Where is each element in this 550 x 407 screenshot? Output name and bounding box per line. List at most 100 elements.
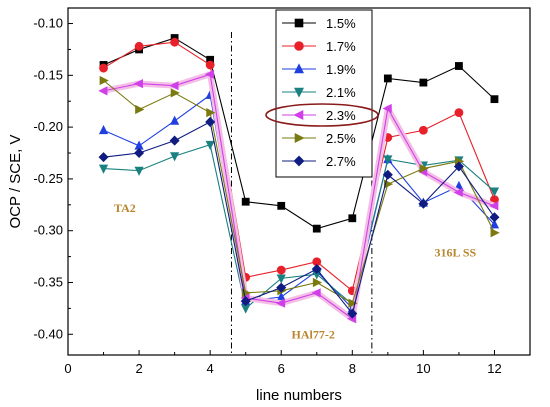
data-point (453, 161, 464, 172)
y-tick-label: -0.40 (33, 326, 63, 341)
data-point (98, 86, 108, 96)
data-point (134, 41, 144, 51)
series-line (103, 121, 495, 315)
region-label: TA2 (114, 201, 136, 215)
legend: 1.5% 1.7% 1.9% 2.1% 2.3% 2.5% 2.7% (265, 9, 379, 178)
data-point (169, 135, 180, 146)
data-point (382, 169, 393, 180)
data-point (418, 198, 429, 209)
x-tick-label: 12 (487, 361, 501, 376)
x-tick-label: 0 (64, 361, 71, 376)
data-point (275, 298, 286, 308)
data-point (170, 37, 180, 47)
region-annotations: TA2 HAl77-2 316L SS (114, 201, 477, 341)
data-point (453, 187, 463, 197)
legend-marker (294, 63, 304, 74)
highlight-ellipse (265, 103, 379, 127)
data-point (455, 62, 463, 70)
data-point (241, 197, 250, 206)
data-point (418, 125, 428, 135)
region-label: HAl77-2 (292, 327, 335, 341)
data-point (133, 79, 143, 89)
data-point (419, 163, 429, 174)
data-point (348, 214, 357, 223)
data-point (311, 288, 321, 298)
legend-marker (294, 18, 304, 28)
series-line (103, 41, 495, 292)
y-axis-title: OCP / SCE, V (7, 135, 24, 229)
x-tick-label: 4 (207, 361, 214, 376)
data-point (347, 308, 358, 319)
data-point (204, 69, 215, 79)
legend-marker (294, 87, 304, 98)
y-tick-label: -0.25 (33, 171, 63, 186)
y-tick-label: -0.15 (33, 67, 63, 82)
data-point (240, 296, 251, 307)
data-point (312, 277, 323, 288)
data-point (205, 140, 215, 150)
data-point (312, 224, 321, 233)
data-point (134, 166, 144, 176)
data-point (170, 115, 180, 125)
legend-item: 1.5% (282, 16, 356, 31)
series-line (103, 144, 495, 310)
data-point (276, 265, 286, 275)
data-point (276, 282, 287, 293)
legend-label: 2.3% (326, 108, 356, 123)
data-point (454, 108, 464, 118)
data-point (99, 63, 108, 73)
data-point (383, 74, 392, 83)
x-tick-label: 2 (135, 361, 142, 376)
x-tick-label: 6 (278, 361, 285, 376)
series-1.7% (99, 37, 499, 296)
data-point (206, 108, 216, 118)
data-point (311, 264, 322, 275)
data-point (383, 155, 393, 165)
data-point (382, 103, 392, 114)
series-line (103, 37, 495, 230)
region-label: 316L SS (435, 246, 477, 260)
data-point (170, 88, 180, 98)
data-point (98, 164, 109, 174)
legend-marker (294, 133, 305, 143)
data-point (170, 152, 180, 162)
series-line (103, 80, 495, 305)
series-line (103, 73, 495, 320)
data-point (489, 201, 499, 211)
data-point (135, 104, 145, 115)
data-point (99, 75, 109, 86)
data-point (419, 78, 428, 87)
data-point (277, 201, 286, 210)
data-point (348, 298, 358, 308)
data-point (98, 124, 109, 135)
series-layer (98, 34, 500, 324)
legend-item: 2.7% (282, 154, 356, 169)
data-point (276, 274, 286, 284)
axis-ticks: 0 2 4 6 8 10 12 -0.10 -0.15 -0.20 -0.25 -0.30 -0.35 -… (33, 16, 531, 376)
legend-label: 1.7% (326, 39, 356, 54)
legend-item: 2.3% (265, 103, 379, 127)
legend-item: 1.9% (282, 62, 356, 77)
y-tick-label: -0.30 (33, 223, 63, 238)
legend-marker (293, 110, 304, 120)
data-point (490, 95, 499, 104)
data-point (489, 212, 500, 223)
y-tick-label: -0.35 (33, 274, 63, 289)
series-line (103, 94, 495, 310)
legend-label: 2.1% (326, 85, 356, 100)
legend-item: 1.7% (282, 39, 356, 54)
y-tick-label: -0.20 (33, 119, 63, 134)
data-point (490, 228, 500, 238)
x-tick-label: 10 (416, 361, 430, 376)
series-2.7% (98, 116, 500, 319)
legend-label: 1.9% (326, 62, 356, 77)
data-point (98, 152, 109, 163)
data-point (134, 147, 145, 159)
legend-label: 2.5% (326, 131, 356, 146)
legend-item: 2.5% (282, 131, 356, 146)
data-point (205, 116, 216, 127)
data-point (205, 60, 215, 70)
legend-item: 2.1% (282, 85, 356, 100)
data-point (489, 187, 500, 197)
